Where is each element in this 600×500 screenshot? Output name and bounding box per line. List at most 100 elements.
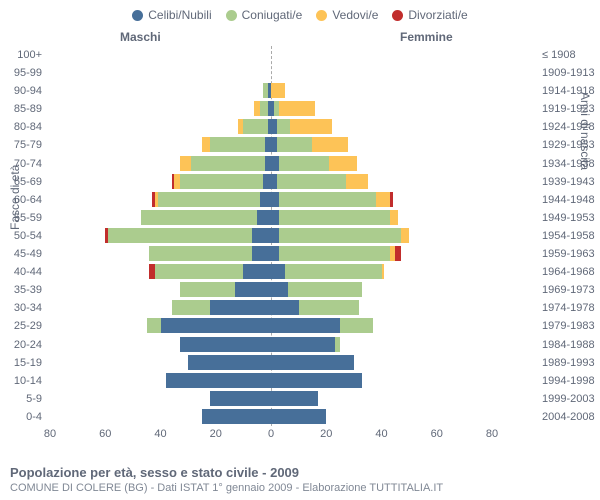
bar-male-m bbox=[243, 119, 268, 134]
age-label: 15-19 bbox=[0, 354, 42, 372]
birth-label: 1969-1973 bbox=[542, 281, 595, 299]
bar-male-m bbox=[172, 300, 211, 315]
pyramid-row bbox=[50, 136, 492, 154]
bar-female-c bbox=[271, 264, 285, 279]
x-tick: 40 bbox=[375, 428, 387, 440]
bar-female-m bbox=[279, 192, 376, 207]
bar-female-c bbox=[271, 373, 362, 388]
bar-male-c bbox=[235, 282, 271, 297]
bar-male-m bbox=[141, 210, 257, 225]
bar-female-d bbox=[390, 192, 393, 207]
bar-female-m bbox=[288, 282, 363, 297]
bar-male-m bbox=[260, 101, 268, 116]
bar-female-c bbox=[271, 228, 279, 243]
birth-label: 1974-1978 bbox=[542, 299, 595, 317]
birth-label: ≤ 1908 bbox=[542, 46, 576, 64]
legend-item: Vedovi/e bbox=[316, 8, 378, 22]
bar-female-w bbox=[376, 192, 390, 207]
x-tick: 80 bbox=[486, 428, 498, 440]
footer: Popolazione per età, sesso e stato civil… bbox=[10, 465, 590, 494]
bar-male-c bbox=[210, 391, 271, 406]
legend-dot bbox=[316, 10, 327, 21]
pyramid-row bbox=[50, 372, 492, 390]
pyramid-row bbox=[50, 263, 492, 281]
bar-male-c bbox=[180, 337, 271, 352]
panel-label-female: Femmine bbox=[400, 30, 453, 44]
bar-female-m bbox=[340, 318, 373, 333]
pyramid-row bbox=[50, 100, 492, 118]
bar-male-c bbox=[188, 355, 271, 370]
bar-male-c bbox=[243, 264, 271, 279]
x-tick: 60 bbox=[99, 428, 111, 440]
bar-male-d bbox=[105, 228, 108, 243]
pyramid-row bbox=[50, 64, 492, 82]
bar-female-m bbox=[299, 300, 360, 315]
bar-male-w bbox=[174, 174, 180, 189]
bar-female-m bbox=[277, 137, 313, 152]
x-tick: 40 bbox=[154, 428, 166, 440]
bar-male-w bbox=[202, 137, 210, 152]
legend: Celibi/Nubili Coniugati/e Vedovi/e Divorzia… bbox=[0, 0, 600, 24]
bar-female-c bbox=[271, 409, 326, 424]
pyramid-row bbox=[50, 46, 492, 64]
bar-female-m bbox=[279, 228, 401, 243]
birth-label: 1999-2003 bbox=[542, 390, 595, 408]
population-pyramid: Celibi/Nubili Coniugati/e Vedovi/e Divorzia… bbox=[0, 0, 600, 500]
bar-male-m bbox=[180, 282, 235, 297]
pyramid-row bbox=[50, 281, 492, 299]
pyramid-row bbox=[50, 155, 492, 173]
pyramid-row bbox=[50, 299, 492, 317]
age-label: 45-49 bbox=[0, 245, 42, 263]
pyramid-row bbox=[50, 390, 492, 408]
birth-label: 1909-1913 bbox=[542, 64, 595, 82]
bar-female-m bbox=[335, 337, 341, 352]
pyramid-row bbox=[50, 209, 492, 227]
age-label: 5-9 bbox=[0, 390, 42, 408]
age-label: 20-24 bbox=[0, 336, 42, 354]
chart-title: Popolazione per età, sesso e stato civil… bbox=[10, 465, 590, 480]
age-label: 85-89 bbox=[0, 100, 42, 118]
legend-item: Coniugati/e bbox=[226, 8, 303, 22]
bar-female-w bbox=[346, 174, 368, 189]
bar-male-c bbox=[252, 228, 271, 243]
pyramid-row bbox=[50, 317, 492, 335]
bar-male-c bbox=[166, 373, 271, 388]
birth-label: 1954-1958 bbox=[542, 227, 595, 245]
bar-female-c bbox=[271, 355, 354, 370]
pyramid-row bbox=[50, 191, 492, 209]
x-tick: 60 bbox=[431, 428, 443, 440]
birth-label: 1929-1933 bbox=[542, 136, 595, 154]
legend-dot bbox=[392, 10, 403, 21]
y-axis-left: 100+95-9990-9485-8980-8475-7970-7465-696… bbox=[0, 46, 46, 426]
bar-male-d bbox=[149, 264, 155, 279]
x-tick: 20 bbox=[320, 428, 332, 440]
bar-male-w bbox=[238, 119, 244, 134]
bar-male-c bbox=[161, 318, 272, 333]
age-label: 30-34 bbox=[0, 299, 42, 317]
birth-label: 1949-1953 bbox=[542, 209, 595, 227]
bar-female-w bbox=[271, 83, 285, 98]
bar-male-c bbox=[257, 210, 271, 225]
birth-label: 1944-1948 bbox=[542, 191, 595, 209]
bar-male-m bbox=[158, 192, 260, 207]
bar-female-w bbox=[382, 264, 385, 279]
pyramid-row bbox=[50, 82, 492, 100]
bar-male-w bbox=[155, 192, 158, 207]
legend-dot bbox=[132, 10, 143, 21]
bar-male-d bbox=[152, 192, 155, 207]
pyramid-row bbox=[50, 227, 492, 245]
age-label: 70-74 bbox=[0, 155, 42, 173]
legend-item: Divorziati/e bbox=[392, 8, 467, 22]
bar-male-c bbox=[252, 246, 271, 261]
bar-female-c bbox=[271, 246, 279, 261]
legend-item: Celibi/Nubili bbox=[132, 8, 211, 22]
legend-label: Coniugati/e bbox=[242, 8, 303, 22]
age-label: 60-64 bbox=[0, 191, 42, 209]
bar-female-m bbox=[279, 246, 390, 261]
bar-male-m bbox=[180, 174, 263, 189]
bar-female-c bbox=[271, 210, 279, 225]
x-axis: 80604020020406080 bbox=[50, 428, 492, 444]
bar-male-c bbox=[202, 409, 271, 424]
birth-label: 1989-1993 bbox=[542, 354, 595, 372]
x-tick: 0 bbox=[268, 428, 274, 440]
